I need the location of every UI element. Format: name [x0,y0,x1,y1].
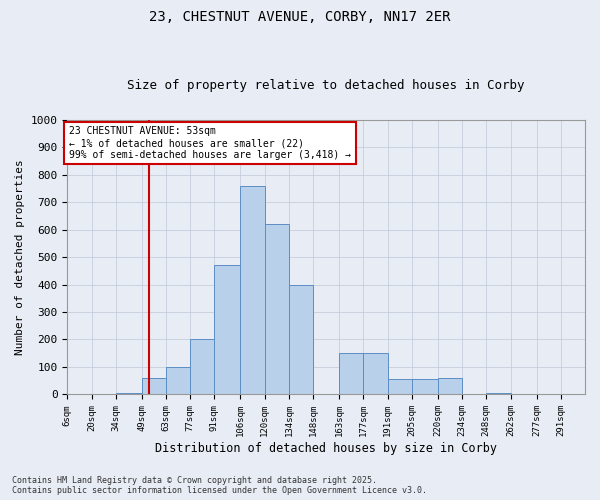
X-axis label: Distribution of detached houses by size in Corby: Distribution of detached houses by size … [155,442,497,455]
Bar [412,380,438,394]
Bar [339,353,364,395]
Y-axis label: Number of detached properties: Number of detached properties [15,159,25,355]
Bar [364,353,388,395]
Title: Size of property relative to detached houses in Corby: Size of property relative to detached ho… [127,79,525,92]
Bar [214,266,241,394]
Text: 23 CHESTNUT AVENUE: 53sqm
← 1% of detached houses are smaller (22)
99% of semi-d: 23 CHESTNUT AVENUE: 53sqm ← 1% of detach… [69,126,351,160]
Bar [166,367,190,394]
Bar [487,393,511,394]
Bar [241,186,265,394]
Bar [142,378,166,394]
Bar [289,284,313,395]
Text: Contains HM Land Registry data © Crown copyright and database right 2025.
Contai: Contains HM Land Registry data © Crown c… [12,476,427,495]
Bar [190,340,214,394]
Bar [438,378,462,394]
Bar [265,224,289,394]
Bar [388,380,412,394]
Bar [116,393,142,394]
Text: 23, CHESTNUT AVENUE, CORBY, NN17 2ER: 23, CHESTNUT AVENUE, CORBY, NN17 2ER [149,10,451,24]
